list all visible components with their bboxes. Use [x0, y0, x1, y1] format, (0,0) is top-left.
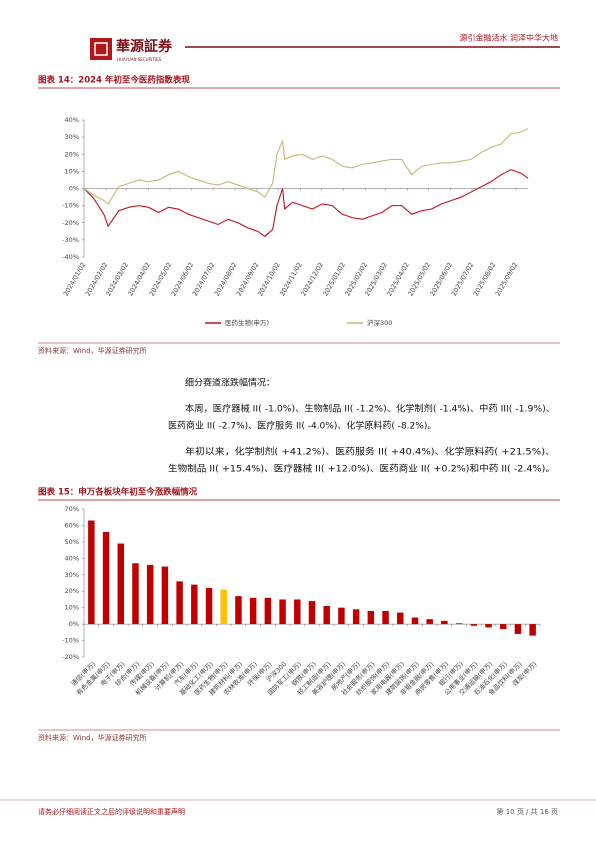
body-line: 本周，医疗器械 II( -1.0%)、生物制品 II( -1.2%)、化学制剂(…	[185, 403, 555, 415]
y-tick-label: -20%	[62, 653, 79, 661]
y-tick-label: 40%	[65, 116, 79, 124]
legend-label: 医药生物(申万)	[225, 318, 269, 327]
y-tick-label: 10%	[65, 167, 79, 175]
bar	[338, 607, 345, 625]
bar	[397, 612, 404, 625]
footer-disclaimer: 请务必仔细阅读正文之后的评级说明和重要声明	[38, 807, 185, 816]
y-tick-label: 10%	[65, 604, 79, 612]
bar	[161, 566, 169, 625]
bar	[249, 597, 257, 625]
figure-source: 资料来源：Wind，华源证券研究所	[38, 733, 147, 742]
bar	[205, 587, 213, 625]
bar	[88, 520, 95, 625]
y-tick-label: 30%	[65, 133, 79, 141]
bar	[470, 624, 478, 626]
bar	[352, 609, 360, 625]
legend-label: 沪深300	[367, 318, 392, 327]
bar	[411, 617, 419, 625]
body-line: 生物制品 II( +15.4%)、医疗器械 II( +12.0%)、医药商业 I…	[168, 463, 555, 475]
bar	[514, 624, 522, 634]
figure-title: 图表 15：申万各板块年初至今涨跌幅情况	[38, 487, 198, 498]
bar	[308, 601, 316, 625]
series-line	[83, 169, 529, 238]
bar	[220, 589, 227, 625]
bar	[499, 624, 507, 630]
bar	[264, 597, 272, 625]
footer-page: 第 10 页 / 共 16 页	[496, 807, 558, 816]
bar	[441, 620, 448, 625]
logo-mark	[90, 38, 112, 60]
y-tick-label: 70%	[65, 505, 79, 513]
bar	[176, 581, 183, 625]
y-tick-label: 60%	[65, 521, 79, 529]
y-tick-label: -20%	[62, 219, 79, 227]
logo-text: 華源証券	[116, 38, 173, 55]
y-tick-label: -30%	[62, 236, 79, 244]
bar	[485, 624, 492, 628]
bar	[235, 596, 242, 625]
body-line: 年初以来，化学制剂( +41.2%)、医药服务 II( +40.4%)、化学原料…	[185, 446, 555, 458]
bar	[191, 584, 198, 625]
y-tick-label: 0%	[69, 185, 79, 193]
y-tick-label: 20%	[65, 150, 79, 158]
bar	[146, 564, 154, 625]
y-tick-label: 50%	[65, 538, 79, 546]
body-line: 医药商业 II( -2.7%)、医疗服务 II( -4.0%)、化学原料药( -…	[168, 420, 436, 432]
figure-source: 资料来源：Wind，华源证券研究所	[38, 346, 147, 355]
y-tick-label: -40%	[62, 253, 79, 261]
bar	[323, 606, 330, 625]
bar	[367, 610, 375, 625]
y-tick-label: -10%	[62, 202, 79, 210]
bar	[529, 624, 536, 636]
y-tick-label: -10%	[62, 637, 79, 645]
bar	[455, 623, 463, 625]
y-tick-label: 30%	[65, 571, 79, 579]
bar	[279, 599, 286, 625]
y-tick-label: 40%	[65, 554, 79, 562]
logo-mark-inner	[94, 42, 108, 56]
figure-title: 图表 14：2024 年初至今医药指数表现	[38, 75, 190, 86]
bar	[294, 599, 301, 625]
body-heading: 细分赛道涨跌幅情况：	[185, 377, 275, 389]
bar	[132, 563, 139, 625]
slogan: 源引金融活水 润泽中华大地	[459, 33, 558, 43]
series-line	[83, 128, 529, 205]
bar	[382, 610, 389, 625]
logo-subtext: HUAYUAN SECURITIES	[117, 57, 162, 62]
y-tick-label: 0%	[69, 620, 79, 628]
bar	[426, 619, 433, 625]
bar	[102, 532, 110, 625]
bar	[117, 543, 125, 625]
y-tick-label: 20%	[65, 587, 79, 595]
